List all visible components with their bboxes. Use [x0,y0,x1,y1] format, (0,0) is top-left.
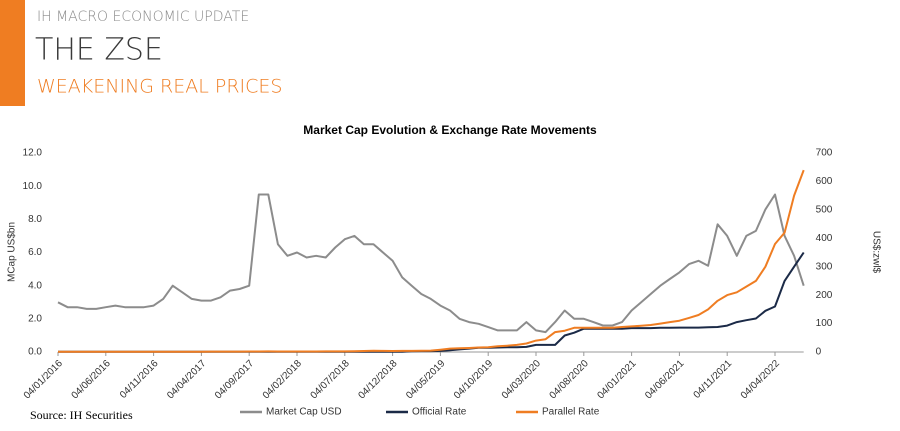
x-tick-label: 04/05/2019 [404,358,447,401]
x-tick-label: 04/06/2016 [70,358,113,401]
y2-tick-label: 600 [816,176,833,187]
legend-label: Official Rate [412,407,467,418]
y-tick-label: 8.0 [28,214,42,225]
slide-subtitle: WEAKENING REAL PRICES [37,76,282,98]
x-tick-label: 04/01/2021 [595,358,638,401]
y-tick-label: 2.0 [28,313,42,324]
x-tick-label: 04/10/2019 [452,358,495,401]
y-tick-label: 10.0 [23,181,43,192]
x-tick-label: 04/12/2018 [356,358,399,401]
y2-axis-title: US$:zwl$ [870,231,881,274]
source-note: Source: IH Securities [30,408,133,422]
y2-tick-label: 500 [816,204,833,215]
y-tick-label: 12.0 [23,148,43,159]
x-tick-label: 04/02/2018 [261,358,304,401]
x-tick-label: 04/04/2022 [739,358,782,401]
slide-title: THE ZSE [35,33,163,68]
x-tick-label: 04/11/2021 [692,358,735,401]
y2-tick-label: 700 [816,148,833,159]
legend-label: Market Cap USD [266,407,342,418]
y-tick-label: 0.0 [28,347,42,358]
x-tick-label: 04/09/2017 [213,358,256,401]
y2-tick-label: 200 [816,290,833,301]
y2-tick-label: 0 [816,347,822,358]
x-tick-label: 04/07/2018 [309,358,352,401]
y-axis-title: MCap US$bn [7,222,18,282]
series-line [57,193,805,334]
x-tick-label: 04/06/2021 [643,358,686,401]
x-tick-label: 04/01/2016 [22,358,65,401]
x-tick-label: 04/03/2020 [500,358,543,401]
x-tick-label: 04/11/2016 [118,358,161,401]
x-tick-label: 04/08/2020 [548,358,591,401]
y-tick-label: 4.0 [28,280,42,291]
series-line [58,169,805,353]
y-tick-label: 6.0 [28,247,42,258]
series-line [58,251,805,353]
legend-label: Parallel Rate [542,407,600,418]
accent-bar [0,0,25,106]
y2-tick-label: 400 [816,233,833,244]
x-tick-label: 04/04/2017 [165,358,208,401]
kicker: IH MACRO ECONOMIC UPDATE [37,9,249,25]
y2-tick-label: 300 [816,261,833,272]
y2-tick-label: 100 [816,318,833,329]
chart-title: Market Cap Evolution & Exchange Rate Mov… [303,123,597,137]
